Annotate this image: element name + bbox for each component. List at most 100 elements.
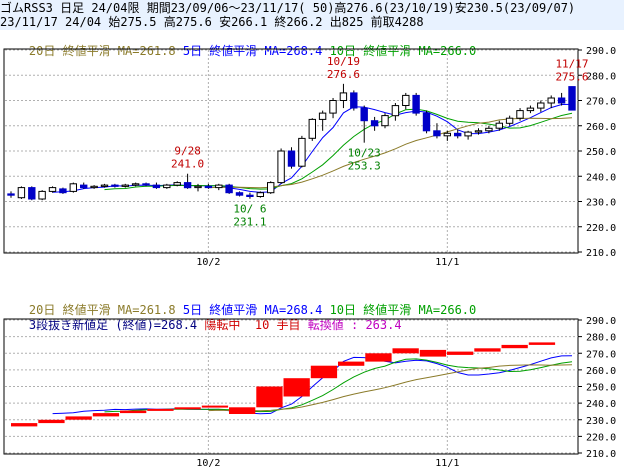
candle-body (391, 105, 400, 117)
new-price-brick (310, 365, 338, 379)
candle-body (350, 92, 358, 109)
candle-body (121, 184, 129, 187)
candle-body (318, 112, 327, 120)
new-price-brick (501, 344, 528, 349)
candle-body (277, 150, 285, 184)
candle (381, 113, 389, 129)
candle-body (360, 107, 368, 122)
bottom-legend-ma: 20日 終値平滑 MA=261.8 5日 終値平滑 MA=268.4 10日 終… (0, 289, 476, 317)
x-tick-label: 11/1 (435, 257, 459, 268)
candle (298, 135, 306, 168)
y-tick-label: 270.0 (586, 97, 616, 108)
candle (454, 129, 462, 139)
candle (131, 182, 140, 187)
chart-header: ゴムRSS3 日足 24/04限 期間23/09/06〜23/11/17( 50… (0, 0, 624, 58)
candle (225, 183, 233, 194)
annot-value: 253.3 (348, 160, 381, 173)
candle-body (381, 115, 389, 127)
candle-body (17, 187, 26, 199)
candle (59, 187, 67, 194)
candle-body (443, 132, 452, 137)
candle (412, 92, 420, 116)
candle (142, 182, 150, 187)
y-tick-label: 220.0 (586, 432, 616, 443)
candle-body (204, 185, 213, 189)
candle-body (505, 117, 514, 124)
candle (370, 116, 379, 131)
new-price-brick (365, 353, 392, 362)
candle (495, 120, 504, 131)
candle-body (173, 182, 181, 186)
candle-body (225, 184, 233, 194)
candle (308, 118, 317, 141)
candle (277, 148, 285, 184)
candle-body (267, 182, 275, 194)
price-chart: 210.0 220.0 230.0 240.0 250.0 260.0 270.0 280.0… (3, 46, 616, 268)
candle (547, 95, 555, 109)
y-tick-label: 250.0 (586, 147, 616, 158)
candle (48, 186, 57, 193)
candle-body (131, 183, 140, 186)
candle (246, 192, 254, 199)
annot-date: 9/28 (174, 145, 201, 158)
kagi-reversal: 転換値 : 263.4 (307, 318, 402, 332)
y-tick-label: 240.0 (586, 399, 616, 410)
candle-body (80, 184, 88, 189)
candle (526, 105, 535, 114)
candle (194, 183, 202, 192)
ma20-line (208, 364, 573, 412)
candle (204, 183, 213, 189)
y-tick-label: 260.0 (586, 122, 616, 133)
candle-body (298, 137, 306, 167)
candle-body (38, 190, 46, 200)
candle (80, 182, 88, 189)
candle (537, 100, 545, 112)
y-tick-label: 290.0 (586, 46, 616, 57)
new-price-bricks (11, 342, 556, 427)
x-tick-label: 10/2 (196, 257, 220, 268)
last-bar-summary: 23/11/17 24/04 始275.5 高275.6 安266.1 終266… (0, 15, 424, 29)
x-tick-label: 11/1 (435, 458, 459, 469)
candle-body (163, 184, 171, 189)
candle (287, 147, 296, 169)
candle-body (474, 130, 483, 133)
new-price-brick (92, 413, 120, 417)
new-price-brick (65, 416, 92, 420)
candle-body (537, 102, 545, 109)
x-tick-label: 10/2 (196, 458, 220, 469)
candle-body (339, 92, 348, 102)
new-price-brick (229, 407, 256, 414)
candle-body (256, 192, 265, 197)
price-grid (5, 49, 578, 253)
candle-body (194, 185, 202, 189)
new-price-brick (147, 408, 174, 411)
candle (485, 125, 493, 134)
bottom-legend-kagi: 3段抜き新値足 (終値)=268.4 陽転中 10 手目 転換値 : 263.4 (0, 304, 402, 332)
price-x-axis: 10/2 11/1 (196, 257, 459, 268)
candle (464, 130, 472, 140)
candle (267, 181, 275, 194)
candle-body (287, 150, 296, 167)
new-price-y-axis: 210.0 220.0 230.0 240.0 250.0 260.0 270.0 280.0… (578, 316, 616, 460)
candle-body (90, 185, 98, 189)
new-price-brick (38, 419, 65, 424)
period-summary: ゴムRSS3 日足 24/04限 期間23/09/06〜23/11/17( 50… (0, 1, 576, 15)
new-price-brick (447, 351, 474, 355)
candle (557, 92, 566, 106)
new-price-chart: 210.0 220.0 230.0 240.0 250.0 260.0 270.0 280.0… (3, 316, 616, 469)
annot-date: 11/17 (555, 57, 588, 70)
candle-body (235, 192, 244, 196)
price-moving-averages (52, 103, 573, 193)
new-price-x-axis: 10/2 11/1 (196, 458, 459, 469)
candle (329, 97, 337, 119)
candle-body (557, 97, 566, 104)
candle (318, 110, 327, 131)
y-tick-label: 280.0 (586, 71, 616, 82)
annot-value: 241.0 (171, 158, 204, 171)
new-price-moving-averages (52, 355, 573, 415)
candle-body (28, 187, 36, 200)
candle-body (329, 100, 337, 114)
y-tick-label: 270.0 (586, 349, 616, 360)
candle (443, 130, 452, 141)
new-price-brick (474, 348, 501, 352)
